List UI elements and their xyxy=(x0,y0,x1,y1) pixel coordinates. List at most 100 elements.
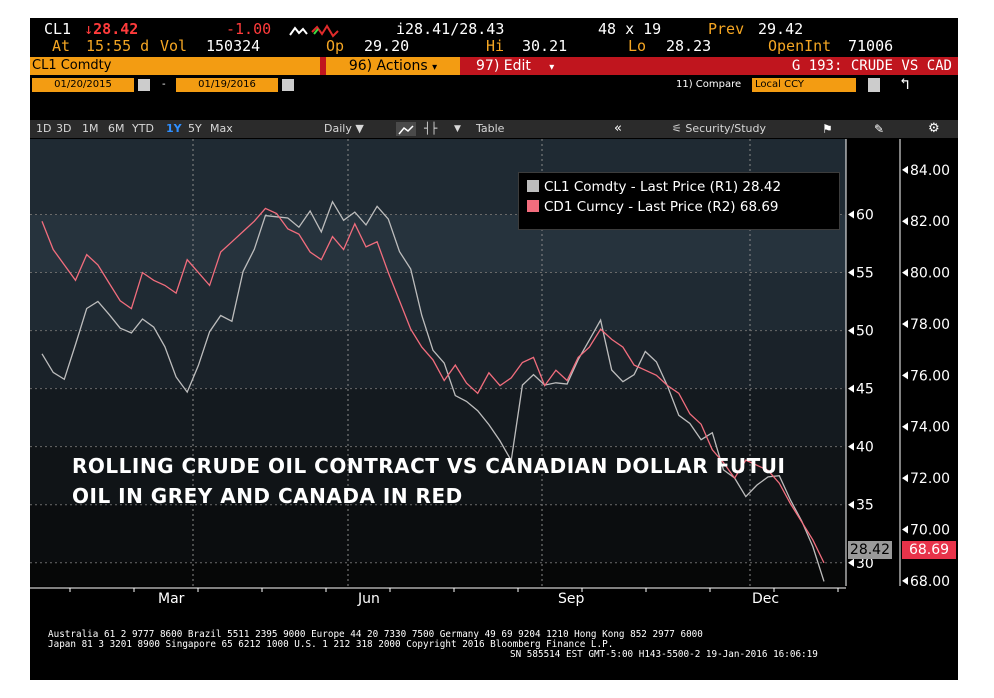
high-value: 30.21 xyxy=(522,37,568,55)
r2-tick-marker xyxy=(902,371,908,380)
dropdown-caret-icon: ▾ xyxy=(549,62,555,73)
period-button-1m[interactable]: 1M xyxy=(82,122,99,135)
bid-value: 28.41 xyxy=(405,20,451,38)
bloomberg-terminal-window: CL1 ↓28.42 -1.00 i28.41/28.43 48 x 19 Pr… xyxy=(30,18,958,680)
bid-ask: i28.41/28.43 xyxy=(396,20,505,38)
r1-tick-label: 50 xyxy=(856,324,874,340)
ask-value: 28.43 xyxy=(459,20,505,38)
calendar-icon[interactable] xyxy=(282,79,294,91)
legend-value: 68.69 xyxy=(739,199,779,215)
calendar-icon[interactable] xyxy=(138,79,150,91)
edit-menu-button[interactable]: 97) Edit ▾ xyxy=(476,57,554,75)
low-label: Lo xyxy=(628,37,647,55)
frequency-select[interactable]: Daily ▼ xyxy=(324,122,364,135)
r2-tick-marker xyxy=(902,165,908,174)
chart-band xyxy=(30,504,846,563)
period-button-max[interactable]: Max xyxy=(210,122,233,135)
chart-band xyxy=(30,330,846,389)
security-study-label: Security/Study xyxy=(685,122,767,135)
price-chart[interactable]: 30 35 40 45 50 55 60 68.00 70.00 72.00 74.00 76.00 7… xyxy=(30,139,958,609)
legend-value: 28.42 xyxy=(742,179,782,195)
bid-ask-prefix: i xyxy=(396,20,406,38)
open-label: Op xyxy=(326,37,345,55)
last-price: 28.42 xyxy=(93,20,139,38)
bar-chart-icon[interactable]: ┤├ xyxy=(424,122,438,135)
bid-ask-size: 48 x 19 xyxy=(598,20,662,38)
r1-tick-label: 40 xyxy=(856,440,874,456)
chevron-down-icon[interactable]: ▼ xyxy=(454,124,461,134)
x-tick-label: Mar xyxy=(158,591,185,607)
vol-label: Vol xyxy=(160,37,188,55)
series-line xyxy=(41,207,825,564)
legend-item[interactable]: CL1 Comdty - Last Price (R1) 28.42 xyxy=(527,179,781,195)
r2-tick-label: 74.00 xyxy=(910,420,950,436)
r2-tick-marker xyxy=(902,422,908,431)
footer-contacts-line-2: Japan 81 3 3201 8900 Singapore 65 6212 1… xyxy=(48,639,614,650)
gear-icon[interactable]: ⚙ xyxy=(928,121,940,136)
period-button-ytd[interactable]: YTD xyxy=(132,122,154,135)
r2-tick-label: 82.00 xyxy=(910,214,950,230)
r1-tick-marker xyxy=(848,500,854,509)
r1-tick-marker xyxy=(848,442,854,451)
period-button-1y[interactable]: 1Y xyxy=(166,122,182,135)
period-button-6m[interactable]: 6M xyxy=(108,122,125,135)
r2-tick-marker xyxy=(902,217,908,226)
security-study-button[interactable]: ⚟ Security/Study xyxy=(672,121,766,137)
x-tick-label: Sep xyxy=(558,591,585,607)
frequency-label: Daily xyxy=(324,122,352,135)
legend-label: CD1 Curncy - Last Price (R2) xyxy=(544,199,740,215)
r2-tick-marker xyxy=(902,576,908,585)
period-button-5y[interactable]: 5Y xyxy=(188,122,202,135)
flag-icon[interactable]: ⚑ xyxy=(822,122,833,136)
legend-swatch xyxy=(527,200,539,212)
quote-line-1: CL1 ↓28.42 xyxy=(44,20,138,38)
high-label: Hi xyxy=(486,37,505,55)
start-date-field[interactable]: 01/20/2015 xyxy=(32,78,134,92)
table-button[interactable]: Table xyxy=(476,122,505,135)
overlay-text-line-1: ROLLING CRUDE OIL CONTRACT VS CANADIAN D… xyxy=(72,454,786,478)
dropdown-caret-icon[interactable] xyxy=(868,78,880,92)
x-tick-label: Jun xyxy=(357,591,380,607)
vol-value: 150324 xyxy=(206,37,261,55)
legend-item[interactable]: CD1 Curncy - Last Price (R2) 68.69 xyxy=(527,199,779,215)
back-arrow-icon[interactable]: ↰ xyxy=(900,74,910,93)
end-date-field[interactable]: 01/19/2016 xyxy=(176,78,278,92)
annotate-icon[interactable]: ✎ xyxy=(874,122,885,136)
period-button-1d[interactable]: 1D xyxy=(36,122,52,135)
date-separator: - xyxy=(162,79,166,90)
prev-value: 29.42 xyxy=(758,20,804,38)
chart-toolbar xyxy=(30,120,958,138)
chart-band xyxy=(30,562,846,586)
compare-select[interactable]: Local CCY xyxy=(752,78,856,92)
chart-band xyxy=(30,446,846,505)
collapse-icon[interactable]: « xyxy=(614,121,622,136)
x-tick-label: Dec xyxy=(752,591,779,607)
period-button-3d[interactable]: 3D xyxy=(56,122,72,135)
security-field[interactable]: CL1 Comdty xyxy=(30,57,320,75)
r2-tick-marker xyxy=(902,268,908,277)
r1-tick-label: 60 xyxy=(856,207,874,223)
actions-menu-button[interactable]: 96) Actions ▾ xyxy=(326,57,460,75)
r2-tick-label: 68.00 xyxy=(910,574,950,590)
r1-tick-label: 30 xyxy=(856,556,874,572)
openint-label: OpenInt xyxy=(768,37,832,55)
sparkline-icon xyxy=(289,24,339,38)
footer-timestamp: SN 585514 EST GMT-5:00 H143-5500-2 19-Ja… xyxy=(510,649,818,660)
r1-tick-marker xyxy=(848,558,854,567)
chart-band xyxy=(30,388,846,447)
chart-legend: CL1 Comdty - Last Price (R1) 28.42 CD1 Cu… xyxy=(518,172,840,230)
cd1-last-price-tag: 68.69 xyxy=(902,541,956,559)
price-change: -1.00 xyxy=(226,20,272,38)
r2-tick-label: 72.00 xyxy=(910,471,950,487)
line-chart-icon[interactable] xyxy=(396,122,416,136)
low-value: 28.23 xyxy=(666,37,712,55)
r2-tick-marker xyxy=(902,525,908,534)
open-value: 29.20 xyxy=(364,37,410,55)
ticker[interactable]: CL1 xyxy=(44,20,72,38)
legend-swatch xyxy=(527,180,539,192)
r1-tick-label: 45 xyxy=(856,382,874,398)
compare-label: 11) Compare xyxy=(676,79,742,90)
footer-contacts-line-1: Australia 61 2 9777 8600 Brazil 5511 239… xyxy=(48,629,703,640)
actions-label: 96) Actions xyxy=(348,58,428,74)
r2-tick-marker xyxy=(902,319,908,328)
